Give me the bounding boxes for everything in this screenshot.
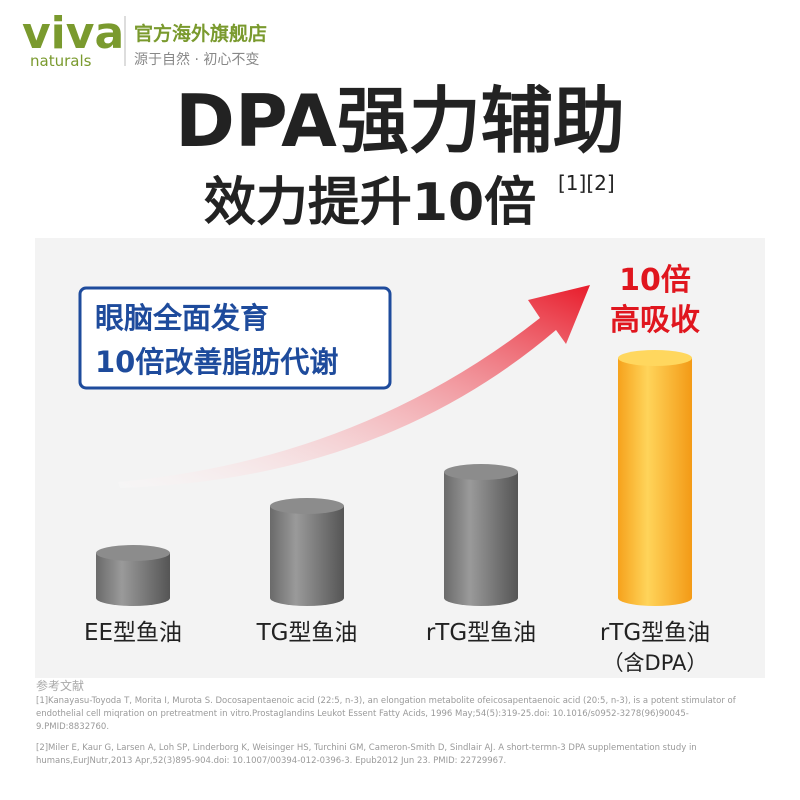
store-name: 官方海外旗舰店 bbox=[134, 22, 267, 45]
reference: [2]Miler E, Kaur G, Larsen A, Loh SP, Li… bbox=[36, 743, 697, 766]
callout-box bbox=[78, 286, 392, 390]
callout-line: 10倍改善脂肪代谢 bbox=[95, 345, 338, 379]
callout-line: 眼脑全面发育 bbox=[95, 301, 269, 335]
bar-note: （含DPA） bbox=[603, 651, 708, 675]
subtitle-refs: [1][2] bbox=[558, 171, 615, 195]
subtitle: 效力提升10倍 bbox=[204, 173, 536, 233]
highlight: 高吸收 bbox=[610, 303, 700, 338]
title: DPA强力辅助 bbox=[175, 79, 625, 163]
slogan: 源于自然 · 初心不变 bbox=[134, 51, 259, 68]
cylinder-body bbox=[444, 472, 518, 598]
cylinder-top bbox=[96, 545, 170, 561]
references: 参考文献 [1]Kanayasu-Toyoda T, Morita I, Mur… bbox=[36, 680, 736, 776]
cylinder-top bbox=[618, 350, 692, 366]
logo-sub: naturals bbox=[30, 52, 92, 70]
bar-label: rTG型鱼油 bbox=[600, 620, 710, 646]
trend-arrow bbox=[118, 285, 590, 488]
bar-label: rTG型鱼油 bbox=[426, 620, 536, 646]
cylinder-body bbox=[618, 358, 692, 598]
cylinder-body bbox=[270, 506, 344, 598]
highlight: 10倍 bbox=[619, 263, 691, 298]
logo: viva bbox=[22, 8, 124, 59]
bar-label: TG型鱼油 bbox=[256, 620, 358, 646]
references-title: 参考文献 bbox=[36, 679, 85, 693]
reference: [1]Kanayasu-Toyoda T, Morita I, Murota S… bbox=[36, 696, 736, 732]
cylinder-top bbox=[270, 498, 344, 514]
bar-label: EE型鱼油 bbox=[84, 620, 182, 646]
cylinder-top bbox=[444, 464, 518, 480]
